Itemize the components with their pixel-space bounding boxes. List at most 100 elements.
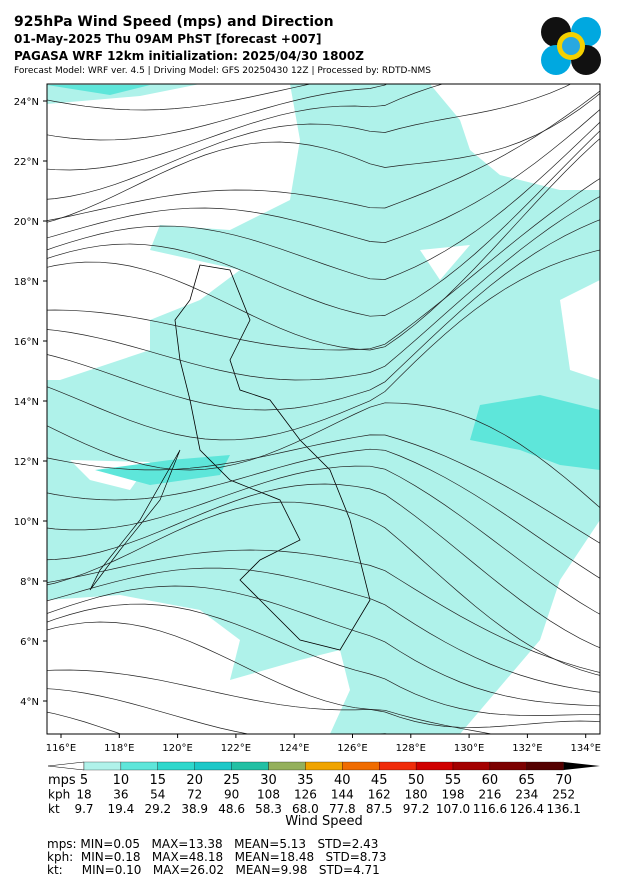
colorbar-segment [268,761,306,771]
colorbar-tick-label: 18 [76,788,91,802]
colorbar-tick-label: 97.2 [403,802,430,816]
lon-label: 124°E [279,743,309,754]
lat-label: 12°N [14,457,39,468]
streamline [47,688,390,734]
colorbar-title: Wind Speed [285,814,363,829]
lat-label: 6°N [20,637,39,648]
streamline [47,196,600,381]
stats-line: kt: MIN=0.10 MAX=26.02 MEAN=9.98 STD=4.7… [47,863,380,877]
colorbar-tick-label: 90 [224,788,239,802]
colorbar-tick-label: 10 [113,773,130,788]
map-frame [46,83,601,735]
streamline [47,219,600,411]
lat-label: 10°N [14,517,39,528]
colorbar-tick-label: 20 [186,773,203,788]
lon-label: 128°E [396,743,426,754]
colorbar-tick-label: 107.0 [436,802,470,816]
colorbar-tick-label: 58.3 [255,802,282,816]
colorbar-segment [342,761,380,771]
colorbar-segment [379,761,417,771]
colorbar-tick-label: 180 [405,788,428,802]
colorbar-segment [415,761,454,771]
colorbar-segment [231,761,269,771]
colorbar-tick-label: 126.4 [510,802,544,816]
streamline [47,402,600,509]
streamline [47,108,600,243]
colorbar-extend [47,761,85,771]
streamline [47,90,600,222]
lat-label: 22°N [14,157,39,168]
lon-label: 130°E [454,743,484,754]
streamline [47,121,600,280]
colorbar-tick-label: 77.8 [329,802,356,816]
subtitle: 01-May-2025 Thu 09AM PhST [forecast +007… [14,32,322,46]
streamline [47,448,600,579]
colorbar-extend [563,762,600,770]
lat-label: 24°N [14,97,39,108]
colorbar-tick-label: 19.4 [108,802,135,816]
colorbar-tick-label: 29.2 [144,802,171,816]
streamline [47,84,572,200]
unit-label: kph [48,788,70,802]
lat-label: 18°N [14,277,39,288]
streamline [47,84,388,141]
lat-label: 16°N [14,337,39,348]
colorbar-tick-label: 9.7 [74,802,93,816]
colorbar-tick-label: 234 [515,788,538,802]
streamline [47,84,444,171]
colorbar-tick-label: 252 [552,788,575,802]
lon-label: 134°E [570,743,600,754]
stats-line: kph: MIN=0.18 MAX=48.18 MEAN=18.48 STD=8… [47,850,387,864]
colorbar-tick-label: 45 [371,773,388,788]
lon-label: 118°E [104,743,134,754]
colorbar-tick-label: 216 [478,788,501,802]
lat-label: 4°N [20,697,39,708]
lon-label: 116°E [46,743,76,754]
wind-field [47,84,600,734]
streamline [47,549,600,673]
streamline [47,621,600,728]
lat-label: 14°N [14,397,39,408]
lat-label: 20°N [14,217,39,228]
lat-label: 8°N [20,577,39,588]
colorbar-tick-label: 5 [80,773,88,788]
streamline [47,92,600,223]
streamline [47,567,600,693]
colorbar-tick-label: 65 [519,773,536,788]
colorbar-tick-label: 70 [555,773,572,788]
colorbar-tick-label: 55 [445,773,462,788]
lon-label: 120°E [162,743,192,754]
colorbar-tick-label: 38.9 [181,802,208,816]
colorbar-segment [305,761,343,771]
colorbar-tick-label: 126 [294,788,317,802]
colorbar-tick-label: 35 [297,773,314,788]
colorbar-tick-label: 87.5 [366,802,393,816]
unit-label: kt [48,802,60,816]
colorbar-tick-label: 40 [334,773,351,788]
colorbar-segment [83,761,122,771]
lon-label: 126°E [337,743,367,754]
subtitle: PAGASA WRF 12km initialization: 2025/04/… [14,49,364,63]
colorbar-tick-label: 162 [368,788,391,802]
streamline [47,138,600,351]
colorbar-segment [489,761,527,771]
subtitle: Forecast Model: WRF ver. 4.5 | Driving M… [14,66,431,76]
stats-line: mps: MIN=0.05 MAX=13.38 MEAN=5.13 STD=2.… [47,837,379,851]
streamline [47,84,312,111]
streamline [47,249,600,441]
colorbar-tick-label: 198 [442,788,465,802]
streamline [47,669,494,734]
streamline [47,434,600,544]
colorbar-tick-label: 25 [223,773,240,788]
colorbar-segment [194,761,232,771]
colorbar-tick-label: 15 [150,773,167,788]
colorbar-tick-label: 36 [113,788,128,802]
colorbar-tick-label: 30 [260,773,277,788]
streamline [47,130,600,317]
colorbar-tick-label: 48.6 [218,802,245,816]
streamline [47,603,600,716]
lon-label: 122°E [221,743,251,754]
colorbar-tick-label: 68.0 [292,802,319,816]
colorbar-tick-label: 50 [408,773,425,788]
